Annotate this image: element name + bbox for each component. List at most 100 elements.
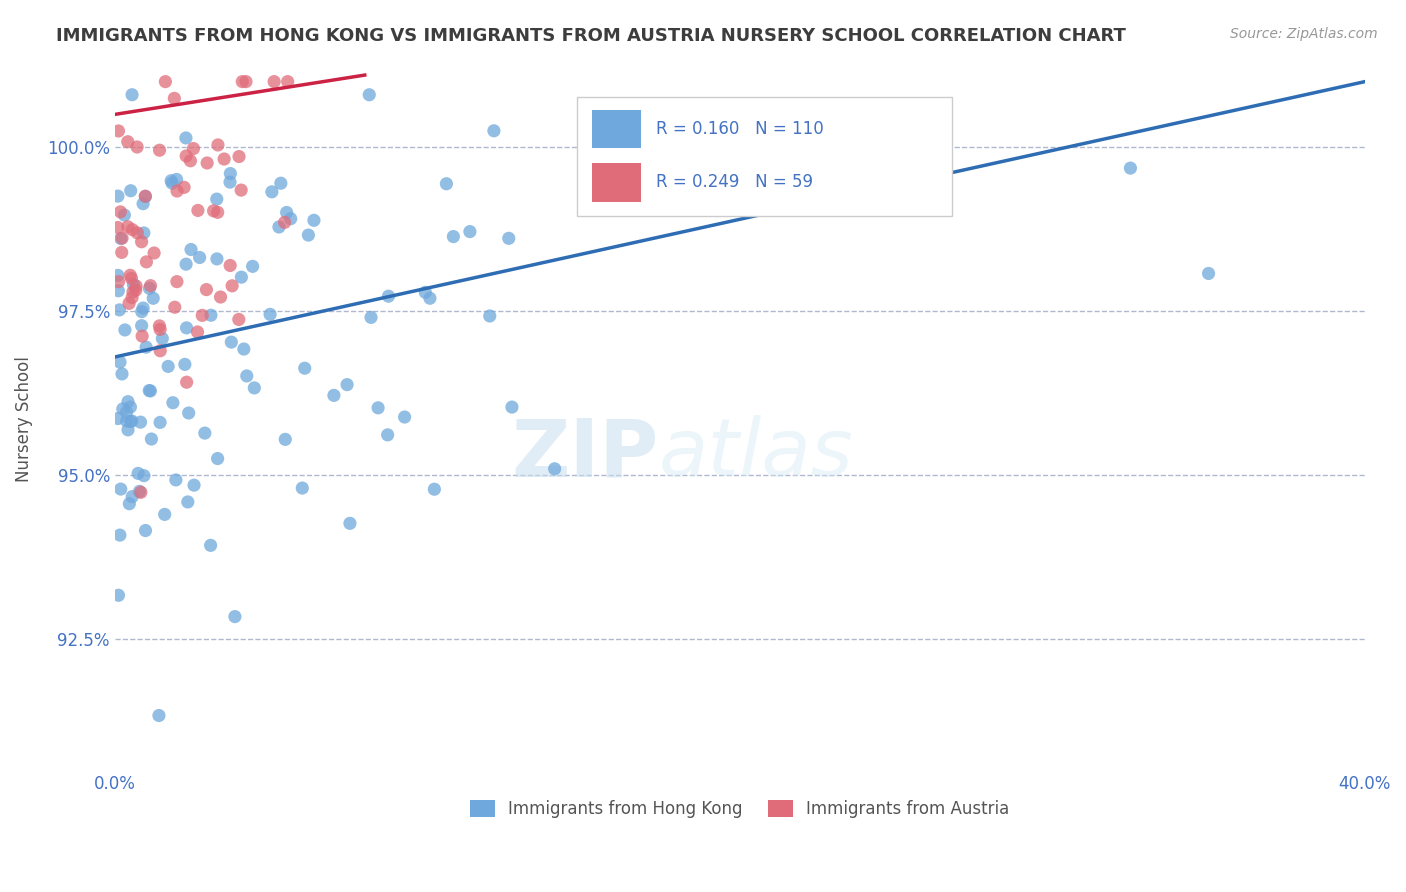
Point — [162, 395, 184, 409]
Point — [128, 484, 150, 499]
Point — [108, 302, 131, 317]
Point — [458, 225, 481, 239]
Point — [107, 189, 129, 203]
Point — [339, 516, 361, 531]
Point — [186, 325, 208, 339]
Text: Source: ZipAtlas.com: Source: ZipAtlas.com — [1230, 27, 1378, 41]
Point — [121, 291, 143, 305]
Point — [231, 75, 253, 89]
Point — [270, 176, 292, 190]
Point — [183, 478, 205, 492]
Point — [177, 406, 200, 420]
Point — [163, 300, 186, 314]
Point — [139, 384, 162, 398]
Point — [221, 335, 243, 350]
Point — [118, 296, 141, 310]
Point — [1198, 267, 1220, 281]
Point — [228, 312, 250, 326]
Text: ZIP: ZIP — [512, 416, 658, 493]
Point — [107, 588, 129, 602]
Point — [174, 257, 197, 271]
Point — [260, 185, 283, 199]
Point — [153, 508, 176, 522]
Y-axis label: Nursery School: Nursery School — [15, 356, 32, 483]
Point — [117, 135, 139, 149]
Point — [273, 215, 295, 229]
Point — [131, 329, 153, 343]
Point — [482, 124, 505, 138]
Point — [125, 279, 148, 293]
Point — [436, 177, 458, 191]
Point — [115, 405, 138, 419]
Point — [139, 278, 162, 293]
Point — [176, 321, 198, 335]
Point — [127, 467, 149, 481]
Point — [322, 388, 344, 402]
Point — [107, 284, 129, 298]
Point — [110, 231, 132, 245]
Point — [134, 189, 156, 203]
Point — [131, 318, 153, 333]
Text: IMMIGRANTS FROM HONG KONG VS IMMIGRANTS FROM AUSTRIA NURSERY SCHOOL CORRELATION : IMMIGRANTS FROM HONG KONG VS IMMIGRANTS … — [56, 27, 1126, 45]
Point — [111, 231, 134, 245]
Point — [132, 301, 155, 315]
Point — [207, 138, 229, 153]
Point — [232, 342, 254, 356]
Point — [176, 375, 198, 389]
Point — [183, 142, 205, 156]
Point — [148, 708, 170, 723]
Point — [132, 226, 155, 240]
Point — [120, 268, 142, 283]
Point — [120, 400, 142, 414]
Point — [212, 152, 235, 166]
Point — [377, 289, 399, 303]
Point — [394, 410, 416, 425]
Point — [177, 495, 200, 509]
Point — [1119, 161, 1142, 175]
Point — [127, 140, 149, 154]
Point — [377, 428, 399, 442]
Point — [117, 423, 139, 437]
Point — [117, 394, 139, 409]
Point — [107, 275, 129, 289]
Point — [160, 174, 183, 188]
Point — [231, 183, 253, 197]
Point — [163, 91, 186, 105]
Point — [148, 143, 170, 157]
Point — [202, 203, 225, 218]
Point — [174, 149, 197, 163]
Point — [221, 278, 243, 293]
Point — [142, 291, 165, 305]
Point — [131, 304, 153, 318]
Point — [267, 219, 290, 234]
Point — [195, 283, 218, 297]
Point — [122, 277, 145, 292]
Point — [121, 222, 143, 236]
Point — [419, 291, 441, 305]
Point — [501, 400, 523, 414]
Point — [149, 343, 172, 358]
Point — [107, 124, 129, 138]
Point — [235, 75, 257, 89]
Point — [166, 172, 188, 186]
Point — [195, 156, 218, 170]
Point — [129, 485, 152, 500]
Point — [127, 226, 149, 240]
Point — [150, 331, 173, 345]
Point — [274, 433, 297, 447]
Point — [219, 167, 242, 181]
Point — [134, 524, 156, 538]
Point — [209, 290, 232, 304]
Point — [207, 205, 229, 219]
Point — [115, 414, 138, 428]
Legend: Immigrants from Hong Kong, Immigrants from Austria: Immigrants from Hong Kong, Immigrants fr… — [464, 793, 1017, 825]
Point — [187, 203, 209, 218]
Point — [219, 259, 242, 273]
Point — [498, 231, 520, 245]
Point — [107, 411, 129, 425]
Point — [294, 361, 316, 376]
Point — [166, 184, 188, 198]
Point — [188, 251, 211, 265]
Point — [120, 184, 142, 198]
Point — [165, 473, 187, 487]
